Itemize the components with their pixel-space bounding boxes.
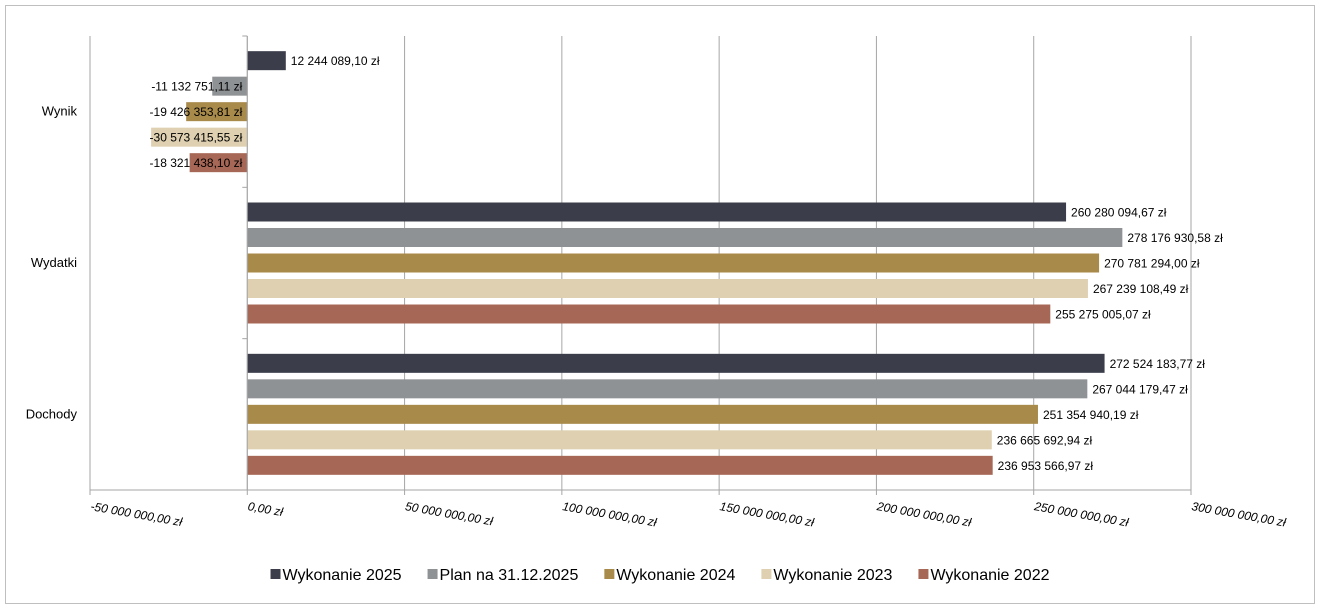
- bar-dochody-series-2: [247, 404, 1038, 424]
- x-tick-label: 300 000 000,00 zł: [1190, 499, 1287, 529]
- data-label-wynik-series-1: -11 132 751,11 zł: [151, 80, 242, 94]
- legend-label-3: Wykonanie 2023: [773, 567, 892, 584]
- data-label-dochody-series-3: 236 665 692,94 zł: [997, 433, 1093, 447]
- category-label-wydatki: Wydatki: [31, 255, 77, 270]
- data-label-wynik-series-0: 12 244 089,10 zł: [291, 54, 380, 68]
- x-tick-label: 250 000 000,00 zł: [1032, 499, 1130, 530]
- data-label-wydatki-series-3: 267 239 108,49 zł: [1093, 282, 1189, 296]
- legend-swatch-3: [761, 569, 772, 579]
- category-label-dochody: Dochody: [26, 406, 78, 421]
- data-label-wynik-series-4: -18 321 438,10 zł: [150, 156, 243, 170]
- bar-wydatki-series-2: [247, 253, 1100, 273]
- legend-label-4: Wykonanie 2022: [930, 567, 1049, 584]
- data-label-wynik-series-3: -30 573 415,55 zł: [150, 131, 243, 145]
- bar-wynik-series-0: [247, 51, 286, 71]
- bar-dochody-series-3: [247, 430, 992, 450]
- data-label-dochody-series-0: 272 524 183,77 zł: [1110, 357, 1206, 371]
- bar-dochody-series-0: [247, 353, 1105, 373]
- x-tick-label: 50 000 000,00 zł: [404, 499, 494, 528]
- data-label-wydatki-series-1: 278 176 930,58 zł: [1127, 231, 1223, 245]
- bar-wynik-series-2: [186, 102, 248, 122]
- bars: [151, 51, 1123, 475]
- bar-wynik-series-1: [212, 76, 248, 96]
- data-label-dochody-series-4: 236 953 566,97 zł: [998, 459, 1094, 473]
- data-label-wydatki-series-2: 270 781 294,00 zł: [1104, 257, 1200, 271]
- legend-swatch-0: [270, 569, 281, 579]
- category-label-wynik: Wynik: [42, 104, 78, 119]
- data-label-wydatki-series-0: 260 280 094,67 zł: [1071, 206, 1167, 220]
- bar-dochody-series-1: [247, 379, 1088, 399]
- x-tick-label: 150 000 000,00 zł: [719, 499, 816, 529]
- legend-swatch-4: [918, 569, 929, 579]
- x-tick-label: 200 000 000,00 zł: [875, 499, 973, 530]
- data-label-wynik-series-2: -19 426 353,81 zł: [150, 105, 243, 119]
- bar-wynik-series-4: [189, 153, 248, 173]
- legend-label-1: Plan na 31.12.2025: [440, 567, 579, 584]
- legend-swatch-2: [604, 569, 615, 579]
- x-tick-label: 0,00 zł: [247, 499, 285, 519]
- x-tick-label: 100 000 000,00 zł: [561, 499, 658, 529]
- data-label-dochody-series-1: 267 044 179,47 zł: [1092, 382, 1188, 396]
- legend-label-2: Wykonanie 2024: [616, 567, 735, 584]
- legend-swatch-1: [427, 569, 438, 579]
- data-label-wydatki-series-4: 255 275 005,07 zł: [1055, 308, 1151, 322]
- bar-wydatki-series-1: [247, 228, 1123, 247]
- data-labels: 12 244 089,10 zł -11 132 751,11 zł -19 426…: [150, 54, 1224, 473]
- bar-wydatki-series-0: [247, 202, 1067, 222]
- legend-label-0: Wykonanie 2025: [283, 567, 402, 584]
- data-label-dochody-series-2: 251 354 940,19 zł: [1043, 408, 1139, 422]
- bar-dochody-series-4: [247, 455, 993, 475]
- x-tick-label: -50 000 000,00 zł: [89, 499, 183, 529]
- bar-wydatki-series-3: [247, 279, 1088, 298]
- bar-wydatki-series-4: [247, 304, 1051, 324]
- legend: Wykonanie 2025 Plan na 31.12.2025 Wykonani…: [270, 567, 1050, 584]
- bar-wynik-series-3: [151, 127, 248, 147]
